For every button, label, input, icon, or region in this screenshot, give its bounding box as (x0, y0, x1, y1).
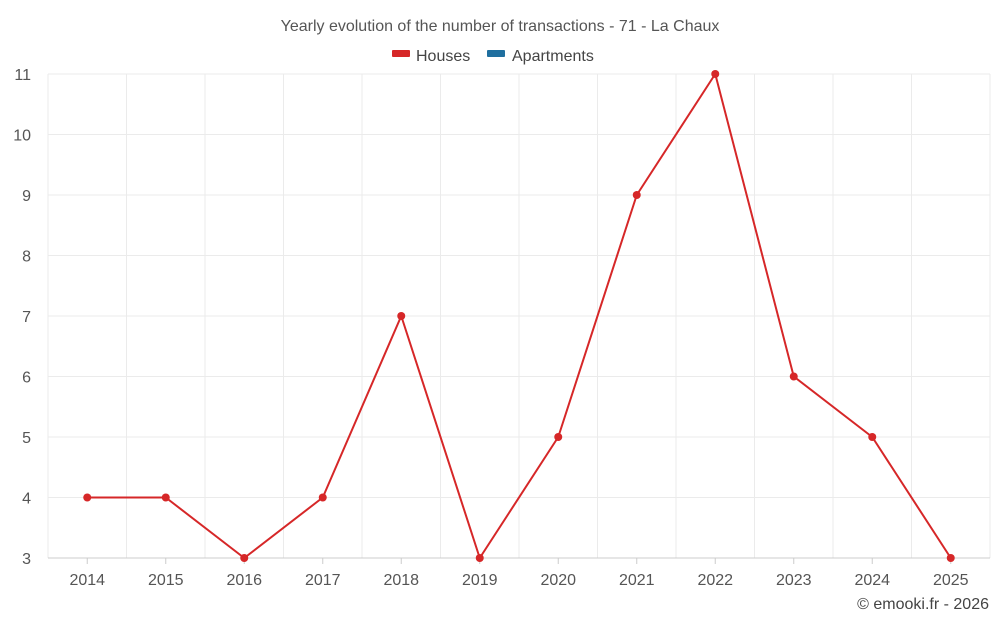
y-axis-ticks: 3 4 5 6 7 8 9 10 11 (13, 67, 31, 568)
legend-swatch-houses (392, 50, 410, 57)
chart-title: Yearly evolution of the number of transa… (281, 18, 720, 35)
x-tick-label: 2019 (462, 572, 498, 589)
data-point-houses-2017[interactable] (318, 493, 327, 502)
x-tick-label: 2022 (697, 572, 733, 589)
data-point-houses-2018[interactable] (397, 312, 406, 320)
credit-text: © emooki.fr - 2026 (857, 596, 989, 613)
x-tick-label: 2017 (305, 572, 341, 589)
data-point-houses-2015[interactable] (161, 493, 170, 502)
x-tick-label: 2020 (540, 572, 576, 589)
legend-label-houses: Houses (416, 48, 470, 65)
y-tick-label: 9 (22, 188, 31, 205)
x-tick-label: 2018 (383, 572, 419, 589)
y-tick-label: 5 (22, 430, 31, 447)
legend-item-apartments[interactable]: Apartments (487, 48, 594, 65)
x-tick-label: 2024 (854, 572, 890, 589)
data-point-houses-2021[interactable] (632, 191, 641, 199)
legend-swatch-apartments (487, 50, 505, 57)
data-point-houses-2020[interactable] (554, 433, 563, 441)
y-tick-label: 6 (22, 370, 31, 387)
x-tick-label: 2016 (226, 572, 262, 589)
legend: Houses Apartments (392, 48, 594, 65)
axes (48, 557, 990, 564)
series-houses (83, 70, 955, 562)
y-tick-label: 7 (22, 309, 31, 326)
data-point-houses-2024[interactable] (868, 433, 877, 441)
data-point-houses-2014[interactable] (83, 493, 92, 502)
y-tick-label: 3 (22, 551, 31, 568)
y-tick-label: 11 (14, 67, 31, 84)
x-tick-label: 2015 (148, 572, 184, 589)
data-point-houses-2022[interactable] (711, 70, 720, 78)
x-tick-label: 2025 (933, 572, 969, 589)
y-tick-label: 4 (22, 491, 31, 508)
x-tick-label: 2021 (619, 572, 655, 589)
legend-item-houses[interactable]: Houses (392, 48, 470, 65)
grid (47, 73, 991, 558)
data-point-houses-2016[interactable] (240, 554, 249, 562)
x-tick-label: 2014 (69, 572, 105, 589)
series-line-houses (87, 73, 952, 559)
data-point-houses-2025[interactable] (946, 554, 955, 562)
legend-label-apartments: Apartments (512, 48, 594, 65)
x-tick-label: 2023 (776, 572, 812, 589)
data-point-houses-2023[interactable] (789, 372, 798, 381)
y-tick-label: 8 (22, 249, 31, 266)
data-point-houses-2019[interactable] (475, 554, 484, 562)
x-axis-ticks: 2014 2015 2016 2017 2018 2019 2020 2021 2022 2023… (69, 572, 968, 589)
y-tick-label: 10 (13, 128, 31, 145)
